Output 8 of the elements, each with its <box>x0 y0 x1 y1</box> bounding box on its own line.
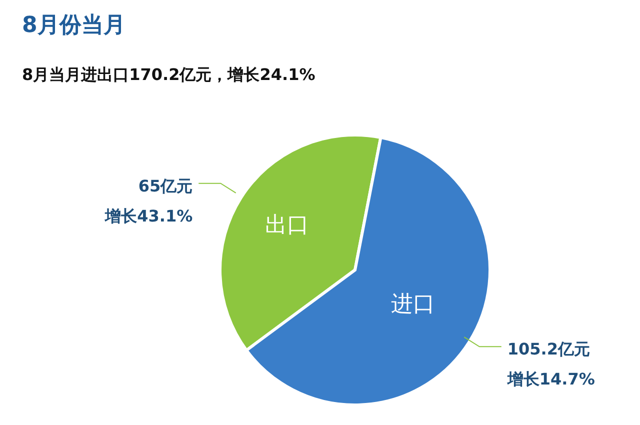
chart-subtitle: 8月当月进出口170.2亿元，增长24.1% <box>22 65 316 86</box>
slice-label: 进口 <box>390 292 435 318</box>
data-label: 65亿元 <box>138 176 193 196</box>
chart-title: 8月份当月 <box>22 12 126 40</box>
text: 增长43.1% <box>105 206 193 226</box>
slice-label: 出口 <box>265 212 310 238</box>
data-label: 105.2亿元 <box>507 340 590 359</box>
text: 增长14.7% <box>507 370 595 389</box>
